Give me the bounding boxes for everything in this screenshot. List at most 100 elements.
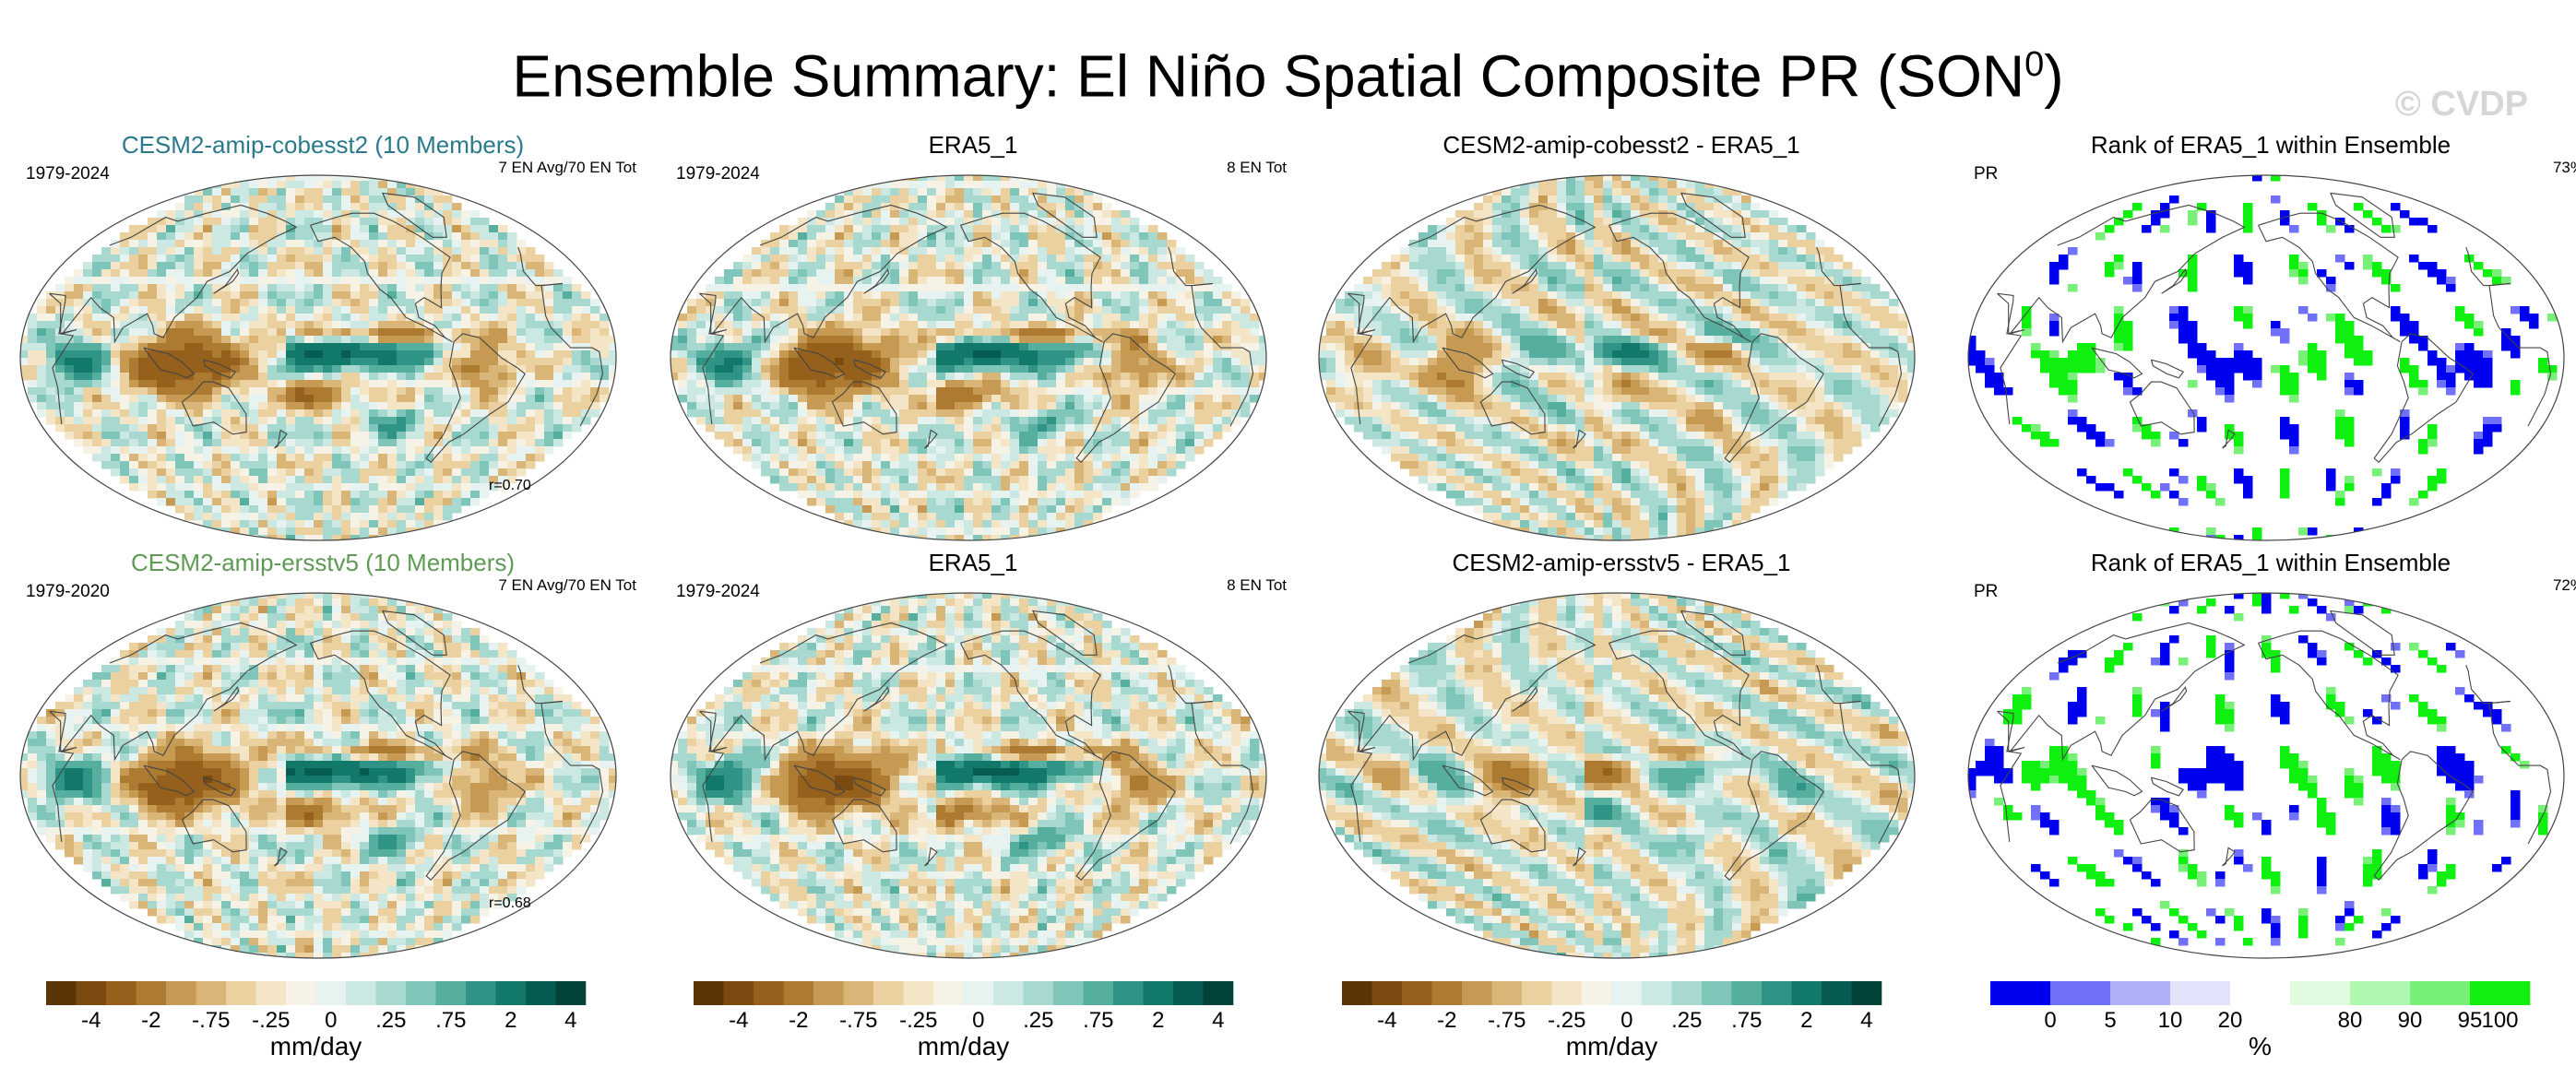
coastline xyxy=(2330,610,2395,656)
colorbar-swatch xyxy=(1491,981,1523,1005)
coastline xyxy=(960,212,1103,343)
map-field xyxy=(671,175,1266,540)
colorbar-swatch xyxy=(1083,981,1114,1005)
colorbar-tick-label: 4 xyxy=(1860,1008,1873,1033)
colorbar-swatch xyxy=(76,981,107,1005)
coastline xyxy=(1347,282,1903,427)
colorbar-swatch xyxy=(993,981,1024,1005)
panel-title: CESM2-amip-cobesst2 (10 Members) xyxy=(121,131,525,159)
colorbar-swatch xyxy=(1462,981,1492,1005)
colorbar-swatch xyxy=(2410,981,2471,1005)
colorbar-swatch xyxy=(466,981,496,1005)
coastline xyxy=(1609,630,1751,761)
map-field xyxy=(1968,593,2564,958)
colorbar-tick-label: 4 xyxy=(564,1008,577,1033)
colorbar-tick-label: 95 xyxy=(2457,1008,2483,1033)
colorbar-swatch xyxy=(813,981,844,1005)
colorbar-tick-label: 2 xyxy=(505,1008,517,1033)
coastline xyxy=(2129,799,2195,853)
coastline xyxy=(1512,685,1538,712)
coastline xyxy=(310,212,453,343)
coastline xyxy=(2222,847,2236,867)
colorbar-3: -4 -2 -.75 -.25 0 .25 .75 2 4 mm/day xyxy=(1342,980,1895,1060)
colorbar-tick-label: .75 xyxy=(435,1008,467,1033)
panel-3: CESM2-amip-cobesst2 - ERA5_1 xyxy=(1308,129,1935,541)
coastline xyxy=(202,776,237,797)
coastline xyxy=(181,799,247,853)
coastline xyxy=(924,847,938,867)
colorbar-swatch xyxy=(226,981,256,1005)
coastline xyxy=(2161,685,2188,712)
colorbar-tick-label: 90 xyxy=(2397,1008,2423,1033)
coastline xyxy=(699,700,1254,845)
colorbar-swatch xyxy=(1522,981,1552,1005)
colorbar-tick-label: .75 xyxy=(1731,1008,1763,1033)
figure-title: Ensemble Summary: El Niño Spatial Compos… xyxy=(0,28,2576,113)
panel-5: CESM2-amip-ersstv5 (10 Members) 1979-2020… xyxy=(9,547,636,959)
map-field xyxy=(1319,175,1915,540)
panel-8: Rank of ERA5_1 within Ensemble PR 72% xyxy=(1957,547,2576,959)
colorbar-tick-label: 10 xyxy=(2157,1008,2183,1033)
coastline xyxy=(2330,192,2395,238)
colorbar-swatch xyxy=(2350,981,2411,1005)
coastline xyxy=(1032,192,1098,238)
map-border xyxy=(670,174,1267,541)
map-border xyxy=(670,592,1267,959)
coastline xyxy=(1997,700,2552,845)
coastline xyxy=(310,630,453,761)
colorbar-swatch xyxy=(1990,981,2051,1005)
panel-period-label: PR xyxy=(1974,164,1999,184)
panel-title: ERA5_1 xyxy=(928,131,1018,159)
rank-map xyxy=(1967,174,2565,541)
colorbar-swatch xyxy=(1822,981,1852,1005)
coastline xyxy=(863,685,890,712)
coastline xyxy=(2150,776,2185,797)
colorbar-units: mm/day xyxy=(269,1032,362,1060)
colorbar-swatch xyxy=(694,981,724,1005)
colorbar-swatch xyxy=(2170,981,2231,1005)
colorbar-swatch xyxy=(783,981,814,1005)
colorbar-tick-label: -.75 xyxy=(839,1008,878,1033)
colorbar-tick-label: 4 xyxy=(1212,1008,1225,1033)
colorbar-swatch xyxy=(963,981,994,1005)
colorbar-swatch xyxy=(2230,981,2291,1005)
panel-events-label: 8 EN Tot xyxy=(1227,159,1287,176)
coastline xyxy=(2150,359,2185,379)
coastline xyxy=(1512,267,1538,294)
colorbar-swatch xyxy=(1731,981,1763,1005)
colorbar-swatch xyxy=(933,981,964,1005)
colorbar-tick-label: 2 xyxy=(1152,1008,1165,1033)
colorbar-tick-label: 2 xyxy=(1800,1008,1813,1033)
colorbar-swatch xyxy=(1551,981,1583,1005)
coastline xyxy=(382,610,447,656)
pattern-correlation: r=0.68 xyxy=(489,895,531,911)
colorbar-swatch xyxy=(1053,981,1084,1005)
coastline xyxy=(2091,764,2143,797)
panel-events-label: 7 EN Avg/70 EN Tot xyxy=(498,576,636,594)
panel-title: CESM2-amip-ersstv5 (10 Members) xyxy=(130,549,516,576)
colorbar-tick-label: .25 xyxy=(1671,1008,1703,1033)
title-superscript: 0 xyxy=(2024,45,2045,84)
colorbar-swatch xyxy=(873,981,904,1005)
colorbar-swatch xyxy=(1143,981,1174,1005)
coastline xyxy=(1609,212,1751,343)
colorbar-swatch xyxy=(723,981,754,1005)
panel-events-label: 72% xyxy=(2552,576,2576,594)
colorbar-swatch xyxy=(166,981,196,1005)
coastline xyxy=(1075,751,1176,881)
colorbar-tick-label: .25 xyxy=(375,1008,407,1033)
colorbar-tick-label: 80 xyxy=(2337,1008,2363,1033)
colorbar-swatch xyxy=(2290,981,2351,1005)
coastline xyxy=(213,267,240,294)
colorbar-tick-label: .75 xyxy=(1083,1008,1114,1033)
colorbar-swatch xyxy=(375,981,407,1005)
coastline xyxy=(143,764,196,797)
colorbar-tick-label: 100 xyxy=(2481,1008,2519,1033)
panel-7: CESM2-amip-ersstv5 - ERA5_1 xyxy=(1308,547,1935,959)
coastline xyxy=(2373,751,2474,881)
colorbar-tick-label: -.25 xyxy=(1548,1008,1586,1033)
panel-title: Rank of ERA5_1 within Ensemble xyxy=(2090,131,2451,159)
colorbar-swatch xyxy=(46,981,77,1005)
anomaly-map xyxy=(670,592,1267,959)
map-field xyxy=(20,175,616,540)
